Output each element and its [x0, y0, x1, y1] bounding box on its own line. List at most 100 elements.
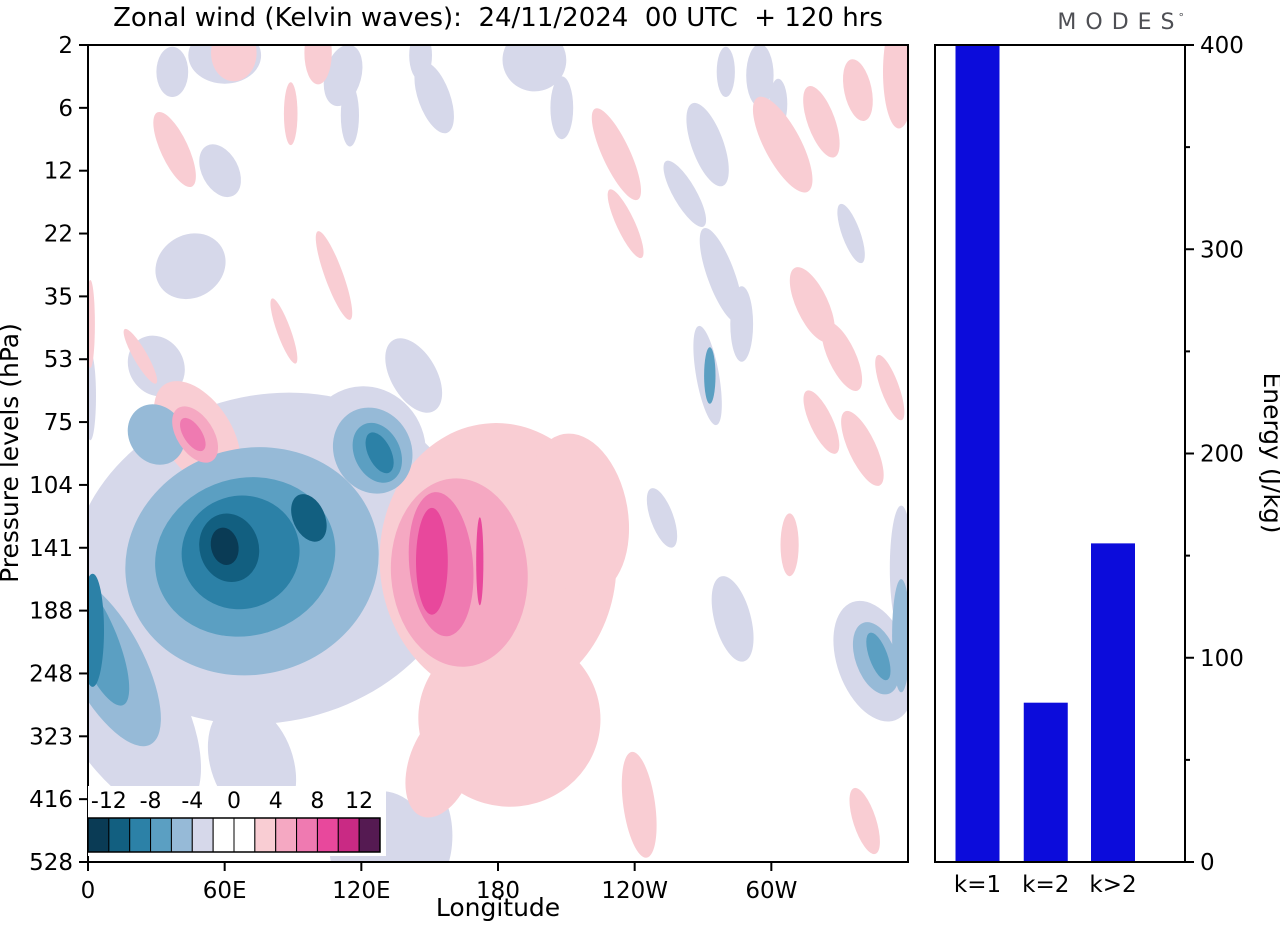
contour-blob	[686, 102, 729, 187]
colorbar-tick-label: 4	[269, 789, 283, 814]
contour-blob	[291, 494, 327, 542]
contour-blob	[179, 417, 206, 452]
contour-blob	[711, 576, 754, 662]
colorbar-tick-label: 12	[345, 789, 373, 814]
modes-logo: MODES°	[1057, 10, 1184, 35]
colorbar-segment	[108, 817, 131, 853]
contour-blob	[340, 83, 359, 147]
contour-blob	[780, 513, 799, 577]
contour-blob	[550, 76, 574, 140]
contour-blob	[88, 573, 104, 687]
contour-blob	[416, 507, 448, 615]
contour-blob	[646, 488, 678, 548]
colorbar-segment	[358, 817, 381, 853]
contour-blob	[875, 354, 905, 421]
energy-axis-tick-label: 100	[1200, 646, 1244, 672]
contour-blob	[842, 59, 873, 121]
contour-blob	[405, 708, 477, 818]
contour-blob	[365, 432, 394, 474]
pressure-axis-tick-label: 2	[58, 33, 73, 59]
contour-blob	[841, 410, 884, 486]
contour-blob	[155, 233, 226, 300]
contour-blob	[476, 517, 484, 606]
contour-blob	[821, 321, 863, 391]
contour-blob	[803, 86, 840, 158]
pressure-axis-tick-label: 6	[58, 96, 73, 122]
pressure-axis-tick-label: 12	[44, 159, 73, 185]
contour-blob	[752, 96, 813, 193]
contour-blob	[153, 111, 196, 188]
contour-blob	[526, 433, 630, 596]
colorbar-segment	[233, 817, 256, 853]
modes-logo-text: MODES	[1057, 10, 1184, 35]
colorbar-tick-label: 0	[227, 789, 241, 814]
pressure-axis-tick-label: 141	[29, 536, 73, 562]
energy-axis-tick-label: 200	[1200, 442, 1244, 468]
energy-bar	[1091, 543, 1135, 862]
contour-blob	[621, 751, 657, 858]
pressure-axis-tick-label: 323	[29, 724, 73, 750]
longitude-axis-tick-label: 60E	[203, 878, 247, 904]
contour-blob	[746, 45, 774, 107]
longitude-axis-tick-label: 0	[81, 878, 96, 904]
colorbar-segment	[191, 817, 214, 853]
x-axis-title: Longitude	[436, 893, 560, 922]
longitude-axis-tick-label: 60W	[745, 878, 797, 904]
contour-blob	[156, 46, 189, 97]
colorbar-segment	[275, 817, 298, 853]
y-axis-title: Pressure levels (hPa)	[0, 323, 24, 583]
contour-blob	[883, 45, 908, 129]
longitude-axis-tick-label: 180	[476, 878, 520, 904]
pressure-axis-tick-label: 248	[29, 661, 73, 687]
contour-blob	[892, 579, 908, 693]
contour-blob	[699, 228, 743, 323]
contour-blob	[607, 189, 644, 259]
colorbar-segment	[150, 817, 172, 853]
contour-blob	[88, 280, 95, 368]
colorbar-tick-label: -4	[181, 789, 203, 814]
energy-bar	[955, 45, 1000, 862]
colorbar-segment	[212, 817, 235, 853]
contour-blob	[88, 352, 96, 441]
energy-axis-tick-label: 400	[1200, 33, 1244, 59]
colorbar-tick-label: 8	[310, 789, 324, 814]
colorbar-tick-label: -8	[140, 789, 162, 814]
figure-title: Zonal wind (Kelvin waves): 24/11/2024 00…	[113, 3, 883, 33]
contour-blob	[199, 144, 241, 198]
bar-category-label: k=1	[954, 872, 1001, 898]
contour-blob	[716, 46, 735, 97]
contour-blob	[663, 160, 707, 227]
pressure-axis-tick-label: 75	[44, 410, 73, 436]
pressure-axis-tick-label: 528	[29, 850, 73, 876]
pressure-axis-tick-label: 188	[29, 599, 73, 625]
colorbar-tick-label: -12	[91, 789, 127, 814]
longitude-axis-tick-label: 120W	[601, 878, 668, 904]
colorbar-segment	[170, 817, 193, 853]
pressure-axis-tick-label: 53	[44, 347, 73, 373]
energy-bar	[1023, 702, 1068, 862]
contour-field	[88, 45, 908, 862]
contour-blob	[385, 338, 443, 413]
pressure-axis-tick-label: 104	[29, 473, 73, 499]
contour-blob	[849, 787, 880, 855]
pressure-axis-tick-label: 22	[44, 222, 73, 248]
contour-blob	[270, 298, 298, 364]
pressure-axis-tick-label: 416	[29, 787, 73, 813]
contour-blob	[502, 45, 567, 92]
contour-blob	[591, 108, 642, 201]
colorbar-segment	[296, 817, 318, 853]
contour-blob	[315, 231, 353, 320]
contour-blob	[789, 267, 835, 343]
contour-blob	[730, 286, 754, 362]
contour-blob	[127, 404, 185, 465]
longitude-axis-tick-label: 120E	[332, 878, 390, 904]
colorbar-segment	[129, 817, 152, 853]
pressure-axis-tick-label: 35	[44, 284, 73, 310]
colorbar-border	[87, 817, 381, 853]
contour-blob	[211, 45, 257, 82]
contour-blob	[837, 203, 865, 264]
bar-category-label: k>2	[1089, 872, 1136, 898]
modes-logo-degree-mark: °	[1178, 10, 1185, 24]
